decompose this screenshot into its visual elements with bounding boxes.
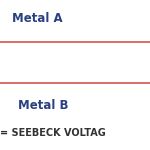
Text: Metal A: Metal A [12, 12, 63, 26]
Text: Metal B: Metal B [18, 99, 69, 112]
Text: = SEEBECK VOLTAG: = SEEBECK VOLTAG [0, 128, 106, 138]
